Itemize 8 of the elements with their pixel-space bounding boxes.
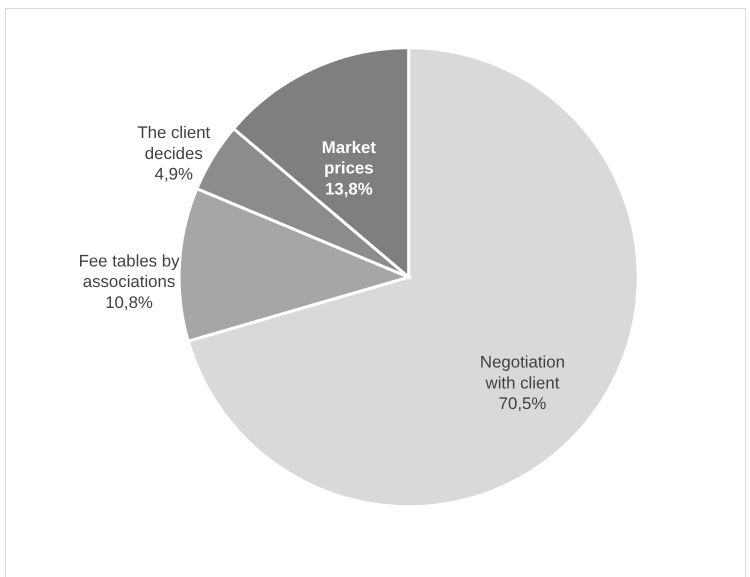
slice-label: Negotiation with client [480, 352, 565, 392]
data-label: 70,5% [498, 394, 546, 414]
data-label: 10,8% [105, 292, 153, 312]
data-label: 13,8% [325, 180, 373, 199]
slice-label: The client decides [137, 123, 211, 163]
slice-label: Fee tables by associations [78, 251, 180, 292]
slice-label: Market prices [322, 138, 376, 178]
data-label: 4,9% [154, 164, 193, 184]
